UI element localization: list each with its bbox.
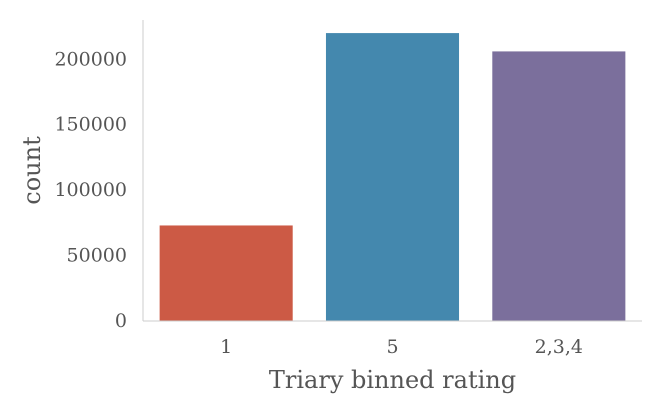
y-tick-label: 50000 [67, 245, 127, 267]
x-tick-label: 2,3,4 [535, 336, 583, 358]
y-tick-label: 0 [115, 310, 127, 332]
bar-2 [325, 33, 460, 322]
bar-3 [492, 51, 626, 322]
y-tick-label: 100000 [54, 179, 127, 201]
bar-1 [159, 225, 293, 321]
bars [159, 33, 626, 322]
x-tick-label: 5 [386, 336, 398, 358]
y-tick-label: 200000 [54, 48, 127, 70]
y-tick-labels: 0 50000 100000 150000 200000 [54, 48, 127, 332]
x-tick-label: 1 [220, 336, 232, 358]
y-axis-label: count [18, 136, 46, 205]
x-tick-labels: 1 5 2,3,4 [220, 336, 583, 358]
x-axis-label: Triary binned rating [269, 366, 516, 394]
y-tick-label: 150000 [54, 114, 127, 136]
